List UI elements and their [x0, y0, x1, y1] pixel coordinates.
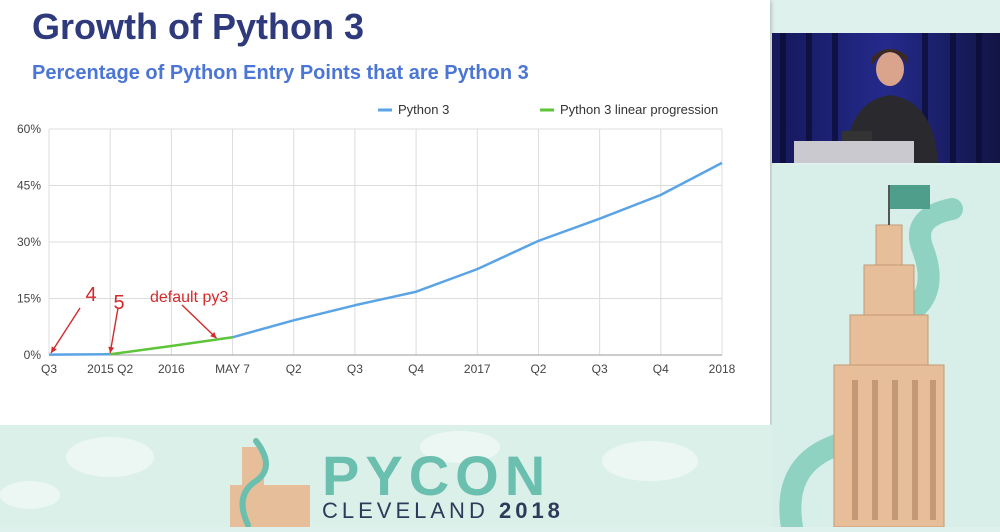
podium [794, 141, 914, 163]
speaker-video-scene [772, 33, 1000, 163]
x-tick-label: 2018 [709, 362, 736, 376]
x-tick-label: 2016 [158, 362, 185, 376]
y-tick-label: 60% [17, 122, 41, 136]
legend-label: Python 3 [398, 102, 449, 117]
x-tick-label: 2017 [464, 362, 491, 376]
speaker-video [772, 33, 1000, 163]
annotation-arrowhead [108, 347, 114, 353]
annotation-arrow [182, 305, 217, 338]
x-tick-label: MAY 7 [215, 362, 250, 376]
x-tick-label: Q3 [592, 362, 608, 376]
annotation-arrow [51, 308, 80, 353]
x-tick-label: Q3 [41, 362, 57, 376]
terminal-tower-illustration [772, 165, 1000, 527]
laptop [842, 131, 872, 141]
python3-growth-chart: 0% 15% 30% 45% 60% Q3 2015 Q2 2016 MAY 7 Q2 Q3 Q4 20… [0, 0, 770, 425]
annotation-label: 5 [113, 292, 124, 314]
x-tick-label: 2015 Q2 [87, 362, 133, 376]
y-tick-label: 30% [17, 235, 41, 249]
presentation-slide: Growth of Python 3 Percentage of Python … [0, 0, 770, 425]
pycon-year: 2018 [499, 498, 564, 523]
legend-label: Python 3 linear progression [560, 102, 718, 117]
ohio-flag-icon [890, 185, 930, 209]
annotation-label: default py3 [150, 289, 228, 306]
x-tick-label: Q3 [347, 362, 363, 376]
pycon-tower-panel [772, 165, 1000, 527]
y-tick-label: 0% [24, 348, 42, 362]
annotation-arrow [110, 308, 118, 353]
x-tick-label: Q4 [408, 362, 424, 376]
y-tick-label: 15% [17, 292, 41, 306]
annotation-label: 4 [85, 284, 96, 306]
pycon-logo-subtitle: CLEVELAND 2018 [322, 498, 564, 524]
x-tick-label: Q2 [286, 362, 302, 376]
x-tick-label: Q2 [530, 362, 546, 376]
speaker-head [876, 52, 904, 86]
y-tick-label: 45% [17, 179, 41, 193]
pycon-city: CLEVELAND [322, 498, 489, 523]
x-tick-label: Q4 [653, 362, 669, 376]
